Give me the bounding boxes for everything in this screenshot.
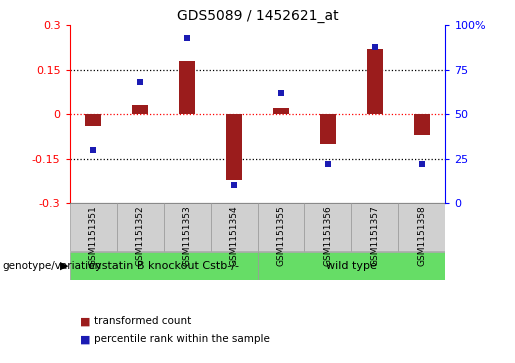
Text: GSM1151352: GSM1151352: [135, 205, 145, 266]
Bar: [320, 114, 336, 144]
Bar: [352, 203, 399, 250]
Bar: [70, 203, 116, 250]
Bar: [116, 203, 164, 250]
Text: GSM1151358: GSM1151358: [418, 205, 426, 266]
Text: transformed count: transformed count: [94, 316, 192, 326]
Bar: [367, 49, 383, 114]
Bar: [85, 114, 101, 126]
Text: ■: ■: [80, 316, 90, 326]
Text: genotype/variation: genotype/variation: [3, 261, 101, 271]
Bar: [226, 114, 242, 180]
Title: GDS5089 / 1452621_at: GDS5089 / 1452621_at: [177, 9, 338, 23]
Text: ■: ■: [80, 334, 90, 344]
Text: percentile rank within the sample: percentile rank within the sample: [94, 334, 270, 344]
Bar: [70, 252, 258, 280]
Bar: [399, 203, 445, 250]
Bar: [304, 203, 352, 250]
Text: GSM1151355: GSM1151355: [277, 205, 285, 266]
Bar: [273, 109, 289, 114]
Bar: [258, 252, 445, 280]
Text: GSM1151351: GSM1151351: [89, 205, 97, 266]
Text: ▶: ▶: [60, 261, 69, 271]
Bar: [164, 203, 211, 250]
Bar: [414, 114, 430, 135]
Text: wild type: wild type: [326, 261, 377, 271]
Text: cystatin B knockout Cstb-/-: cystatin B knockout Cstb-/-: [89, 261, 238, 271]
Text: GSM1151357: GSM1151357: [370, 205, 380, 266]
Text: GSM1151356: GSM1151356: [323, 205, 333, 266]
Bar: [132, 105, 148, 114]
Bar: [211, 203, 258, 250]
Text: GSM1151353: GSM1151353: [182, 205, 192, 266]
Bar: [258, 203, 304, 250]
Bar: [179, 61, 195, 114]
Text: GSM1151354: GSM1151354: [230, 205, 238, 266]
